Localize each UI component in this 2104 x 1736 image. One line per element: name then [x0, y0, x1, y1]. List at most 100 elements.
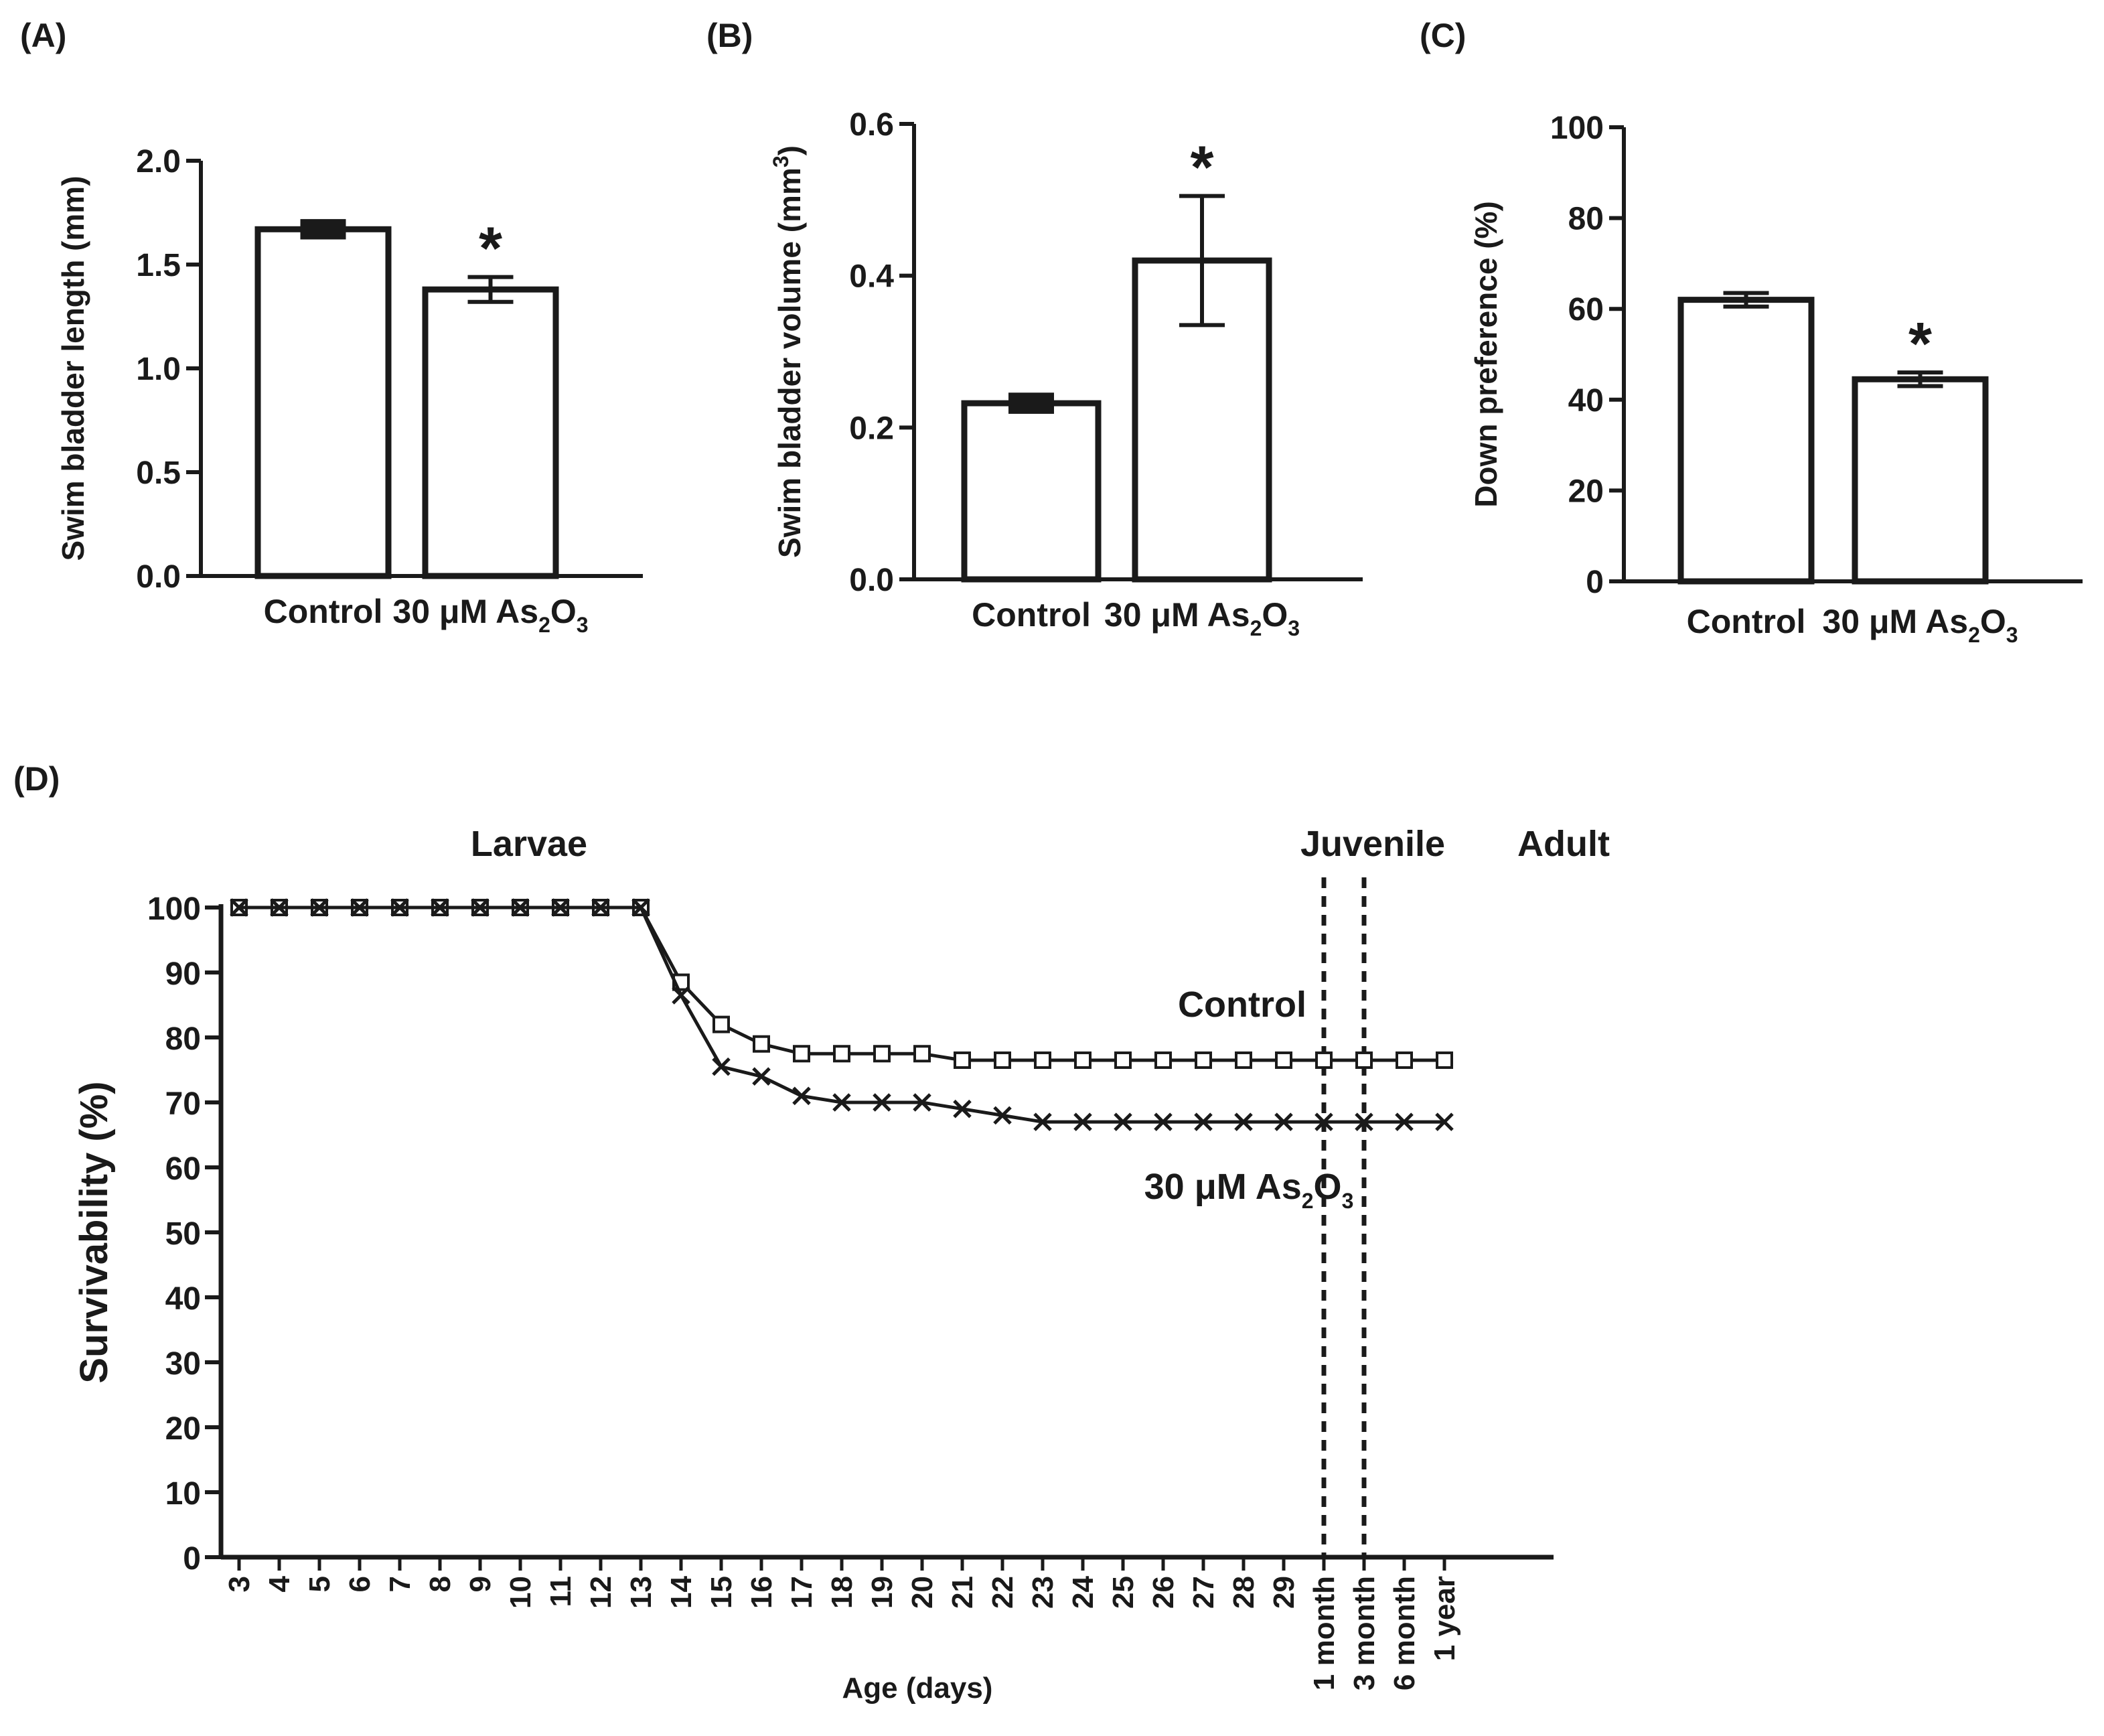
y-tick-label: 0.0 — [136, 559, 181, 595]
panel-label: (A) — [20, 17, 66, 54]
y-axis-title: Swim bladder volume (mm3) — [769, 145, 807, 558]
x-tick-label: 16 — [745, 1576, 778, 1609]
data-point — [1274, 1112, 1293, 1131]
stage-label: Juvenile — [1300, 824, 1445, 864]
data-point — [1314, 1112, 1333, 1131]
category-label: 30 μM As2O3 — [1104, 596, 1300, 640]
data-point — [1315, 1051, 1333, 1069]
marker-stroke — [672, 986, 690, 1005]
x-tick-label: 11 — [544, 1576, 577, 1607]
significance-marker: * — [479, 216, 502, 283]
y-tick-label: 40 — [1568, 383, 1604, 419]
data-point — [1234, 1112, 1253, 1131]
data-point — [954, 1051, 971, 1069]
x-tick-label: 6 month — [1388, 1576, 1421, 1690]
x-tick-label: 8 — [424, 1576, 457, 1592]
marker-stroke — [1435, 1112, 1454, 1131]
y-tick-label: 1.0 — [136, 352, 181, 387]
data-point — [511, 898, 530, 917]
marker-stroke — [1194, 1112, 1213, 1131]
marker-stroke — [1274, 1112, 1293, 1131]
y-tick-label: 0.5 — [136, 455, 181, 491]
y-tick-label: 20 — [1568, 474, 1604, 509]
x-tick-label: 28 — [1227, 1576, 1260, 1609]
data-point — [672, 986, 690, 1005]
x-tick-label: 17 — [785, 1576, 818, 1609]
x-tick-label: 3 month — [1348, 1576, 1381, 1690]
y-tick-label: 0.6 — [849, 107, 894, 143]
marker-stroke — [1395, 1112, 1414, 1131]
y-axis-title: Down preference (%) — [1469, 201, 1503, 508]
marker-stroke — [913, 1093, 931, 1112]
panel-label: (C) — [1420, 17, 1466, 54]
x-tick-label: 1 year — [1428, 1576, 1461, 1661]
x-tick-label: 23 — [1027, 1576, 1059, 1609]
marker-stroke — [431, 898, 449, 917]
data-point — [752, 1067, 771, 1086]
x-tick-label: 22 — [986, 1576, 1019, 1609]
marker-stroke — [832, 1093, 851, 1112]
y-tick-label: 10 — [165, 1476, 201, 1512]
marker-stroke — [270, 898, 289, 917]
significance-marker: * — [1190, 135, 1213, 202]
data-point — [1154, 1051, 1172, 1069]
category-label: 30 μM As2O3 — [1822, 603, 2018, 647]
x-tick-label: 15 — [705, 1576, 738, 1609]
x-tick-label: 27 — [1187, 1576, 1220, 1609]
data-point — [350, 898, 369, 917]
bar — [1852, 376, 1989, 585]
data-point — [793, 1045, 810, 1063]
data-point — [551, 898, 570, 917]
marker-stroke — [1234, 1112, 1253, 1131]
marker-stroke — [1033, 1112, 1052, 1131]
data-point — [1355, 1112, 1373, 1131]
data-point — [1074, 1051, 1092, 1069]
data-point — [431, 898, 449, 917]
category-label: Control — [972, 596, 1091, 634]
data-point — [591, 898, 610, 917]
marker-stroke — [471, 898, 490, 917]
series-label: 30 μM As2O3 — [1144, 1167, 1354, 1213]
bar — [422, 286, 559, 579]
data-point — [953, 1099, 972, 1118]
bar — [1677, 297, 1815, 585]
data-point — [753, 1035, 770, 1053]
x-tick-label: 1 month — [1308, 1576, 1341, 1690]
marker-stroke — [551, 898, 570, 917]
data-point — [833, 1045, 850, 1063]
x-tick-label: 10 — [504, 1576, 537, 1609]
marker-stroke — [1355, 1112, 1373, 1131]
data-point — [1154, 1112, 1173, 1131]
data-point — [913, 1045, 931, 1063]
marker-stroke — [1114, 1112, 1132, 1131]
x-tick-label: 9 — [464, 1576, 497, 1592]
y-tick-label: 100 — [1550, 111, 1604, 146]
data-point — [390, 898, 409, 917]
data-point — [471, 898, 490, 917]
y-tick-label: 0.0 — [849, 563, 894, 598]
x-tick-label: 12 — [585, 1576, 617, 1609]
x-tick-label: 7 — [384, 1576, 417, 1592]
marker-stroke — [631, 898, 650, 917]
stage-label: Larvae — [471, 824, 587, 864]
panel-label: (D) — [13, 760, 60, 798]
x-tick-label: 5 — [303, 1576, 336, 1592]
series-line — [239, 906, 1444, 1062]
x-tick-label: 26 — [1147, 1576, 1180, 1609]
panel-label: (B) — [706, 17, 753, 54]
data-point — [230, 898, 248, 917]
y-tick-label: 0.4 — [849, 259, 894, 295]
y-tick-label: 50 — [165, 1216, 201, 1252]
marker-stroke — [390, 898, 409, 917]
x-tick-label: 29 — [1268, 1576, 1300, 1609]
y-tick-label: 0 — [1586, 565, 1604, 600]
y-axis-title: Swim bladder length (mm) — [56, 175, 90, 561]
data-point — [1275, 1051, 1292, 1069]
marker-stroke — [792, 1086, 811, 1106]
marker-stroke — [230, 898, 248, 917]
x-tick-label: 6 — [344, 1576, 376, 1592]
data-point — [832, 1093, 851, 1112]
data-point — [873, 1045, 891, 1063]
marker-stroke — [350, 898, 369, 917]
stage-label: Adult — [1517, 824, 1610, 864]
